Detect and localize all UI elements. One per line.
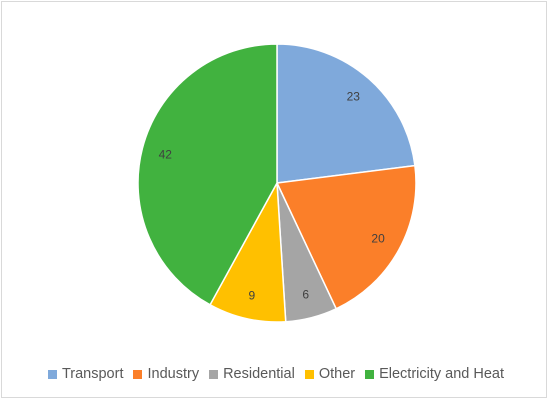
data-label-residential: 6 [302, 288, 309, 302]
chart-legend: Transport Industry Residential Other Ele… [2, 366, 550, 382]
legend-label-transport: Transport [61, 366, 124, 382]
legend-swatch-residential [209, 369, 219, 379]
legend-item-industry: Industry [133, 366, 199, 382]
data-label-transport: 23 [347, 89, 361, 103]
legend-swatch-transport [47, 369, 57, 379]
legend-label-industry: Industry [147, 366, 200, 382]
legend-label-electricity-and-heat: Electricity and Heat [379, 366, 505, 382]
pie-slices [137, 43, 417, 323]
legend-swatch-other [304, 369, 314, 379]
legend-item-transport: Transport [47, 366, 124, 382]
legend-item-other: Other [304, 366, 356, 382]
legend-item-residential: Residential [209, 366, 295, 382]
data-label-electricity-and-heat: 42 [159, 147, 173, 161]
legend-item-electricity-and-heat: Electricity and Heat [365, 366, 504, 382]
pie-slice-transport [276, 43, 416, 184]
slice-data-labels: 23 20 6 9 42 [159, 89, 386, 302]
pie-slice-electricity-and-heat [137, 43, 278, 306]
legend-label-other: Other [318, 366, 356, 382]
data-label-industry: 20 [371, 232, 385, 246]
pie-slice-industry [275, 164, 417, 310]
legend-label-residential: Residential [223, 366, 295, 382]
legend-swatch-electricity-and-heat [365, 369, 375, 379]
pie-slice-other [209, 180, 287, 323]
legend-swatch-industry [133, 369, 143, 379]
data-label-other: 9 [248, 289, 255, 303]
